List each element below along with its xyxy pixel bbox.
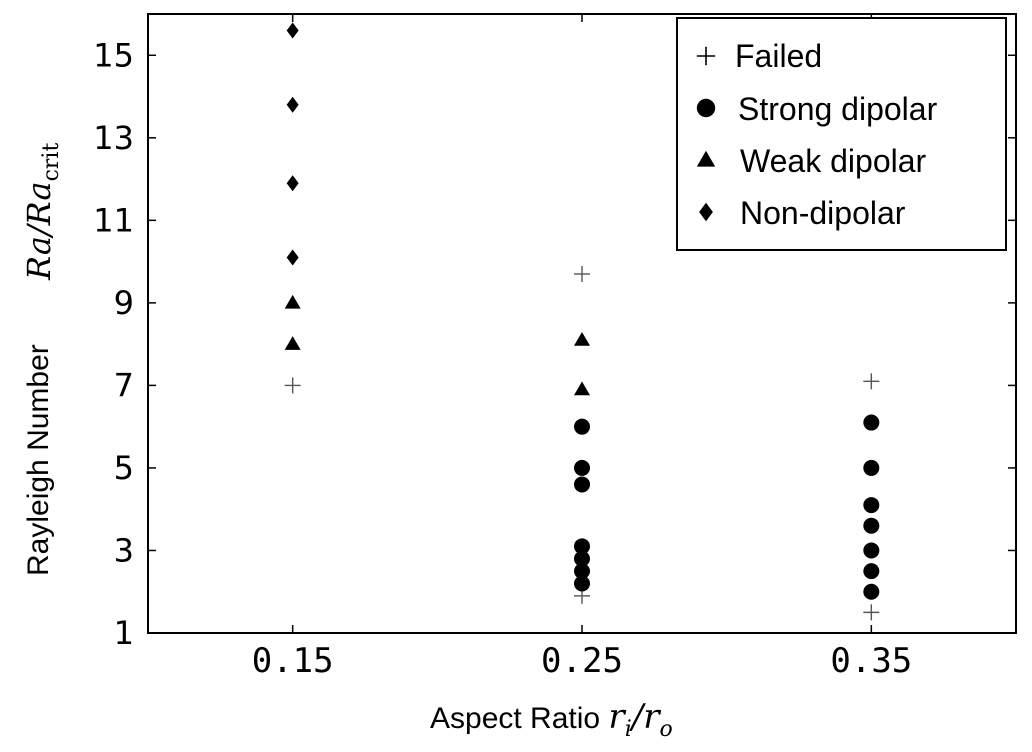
strong-dipolar-point xyxy=(574,418,590,435)
y-tick-label: 13 xyxy=(93,119,134,157)
strong-dipolar-point xyxy=(574,550,590,567)
strong-dipolar-point xyxy=(863,459,880,476)
strong-dipolar-point xyxy=(574,459,590,476)
y-axis-math-label: Ra/Racrit xyxy=(20,143,64,281)
strong-dipolar-point xyxy=(863,563,880,580)
x-tick-label: 0.15 xyxy=(252,641,334,681)
non-dipolar-point xyxy=(286,96,299,113)
failed-point xyxy=(284,377,301,394)
legend-label-non-dipolar: Non-dipolar xyxy=(740,195,906,231)
weak-dipolar-point xyxy=(574,332,590,346)
non-dipolar-point xyxy=(286,249,299,266)
legend: Failed Strong dipolar Weak dipolar Non-d… xyxy=(676,17,1007,251)
legend-markers xyxy=(696,46,716,222)
weak-dipolar-point xyxy=(284,294,301,309)
x-tick-label: 0.35 xyxy=(830,641,912,681)
strong-dipolar-point xyxy=(863,517,880,534)
strong-dipolar-point xyxy=(574,476,590,493)
legend-marker-non-dipolar xyxy=(699,202,713,222)
strong-dipolar-point xyxy=(863,497,880,514)
y-tick-label: 1 xyxy=(114,614,134,652)
strong-dipolar-point xyxy=(574,538,590,555)
data-points xyxy=(284,22,880,621)
weak-dipolar-point xyxy=(284,336,301,350)
legend-label-weak-dipolar: Weak dipolar xyxy=(740,143,927,179)
strong-dipolar-point xyxy=(863,542,880,559)
strong-dipolar-point xyxy=(574,563,590,580)
legend-label-strong-dipolar: Strong dipolar xyxy=(738,91,938,127)
y-axis-label: Rayleigh Number xyxy=(22,344,55,576)
y-tick-label: 15 xyxy=(93,36,134,74)
strong-dipolar-point xyxy=(863,414,880,431)
x-axis-label: Aspect Ratio ri/ro xyxy=(430,697,673,742)
legend-marker-weak-dipolar xyxy=(696,150,716,167)
failed-point xyxy=(863,373,880,390)
non-dipolar-point xyxy=(286,175,299,192)
x-tick-labels: 0.15 0.25 0.35 xyxy=(252,641,913,681)
legend-marker-failed xyxy=(696,46,716,66)
x-tick-label: 0.25 xyxy=(541,641,623,681)
y-tick-label: 9 xyxy=(114,284,134,322)
non-dipolar-point xyxy=(286,22,299,39)
legend-marker-strong-dipolar xyxy=(696,98,716,118)
strong-dipolar-point xyxy=(863,583,880,600)
y-tick-label: 5 xyxy=(114,449,134,487)
failed-point xyxy=(574,265,590,282)
y-tick-label: 11 xyxy=(93,201,134,239)
plot-frame xyxy=(147,13,1017,634)
legend-label-failed: Failed xyxy=(735,38,822,74)
y-tick-label: 7 xyxy=(114,366,134,404)
weak-dipolar-point xyxy=(574,381,590,396)
strong-dipolar-point xyxy=(574,575,590,592)
failed-point xyxy=(863,604,880,621)
legend-box xyxy=(676,17,1007,251)
y-tick-label: 3 xyxy=(114,531,134,569)
